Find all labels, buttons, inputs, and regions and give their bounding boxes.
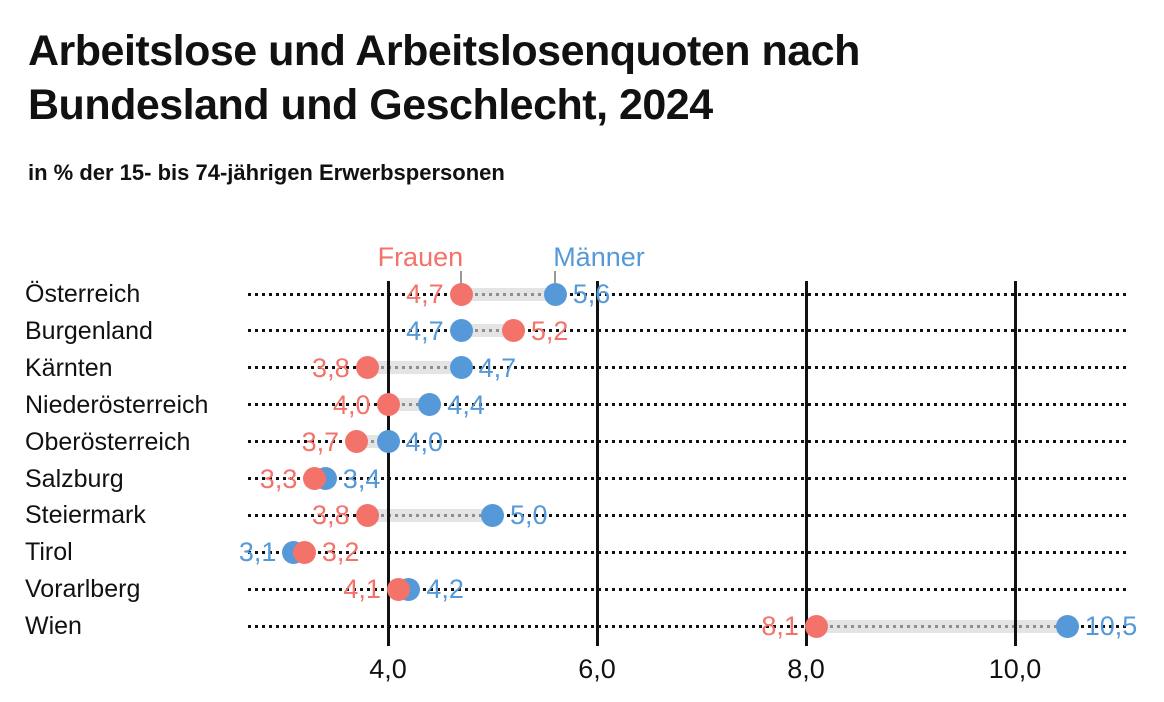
value-label-high: 4,7	[478, 352, 517, 383]
category-label: Tirol	[25, 538, 73, 567]
x-gridline	[1013, 281, 1017, 646]
frauen-dot	[449, 282, 473, 306]
row-leader-line	[248, 587, 1130, 591]
frauen-dot	[345, 430, 369, 454]
x-tick-label: 4,0	[369, 654, 407, 684]
row-leader-line	[248, 513, 1130, 517]
connector-band-dots	[356, 440, 388, 444]
value-label-high: 10,5	[1084, 611, 1138, 642]
connector-band-dots	[367, 366, 462, 370]
value-label-high: 4,0	[405, 426, 444, 457]
legend-maenner-label: Männer	[553, 242, 645, 272]
value-label-low: 4,0	[332, 389, 371, 420]
frauen-dot	[303, 467, 327, 490]
frauen-dot	[804, 614, 828, 638]
value-label-low: 8,1	[761, 611, 799, 642]
value-label-high: 3,2	[321, 537, 360, 568]
category-label: Burgenland	[25, 316, 153, 345]
connector-band	[367, 361, 462, 375]
connector-band-dots	[816, 624, 1068, 628]
category-label: Salzburg	[25, 464, 124, 493]
row-leader-line	[248, 624, 1130, 628]
connector-band	[367, 508, 493, 522]
connector-band	[461, 287, 556, 301]
value-label-high: 4,4	[447, 389, 485, 420]
row-leader-line	[248, 440, 1130, 444]
value-label-low: 4,1	[343, 574, 381, 605]
x-tick-label: 6,0	[578, 654, 616, 684]
frauen-dot	[376, 393, 400, 417]
category-label: Vorarlberg	[25, 575, 141, 604]
maenner-dot	[449, 356, 473, 380]
value-label-low: 3,8	[312, 500, 350, 531]
category-label: Steiermark	[25, 501, 146, 530]
x-tick-label: 10,0	[988, 654, 1042, 684]
row-leader-line	[248, 329, 1130, 333]
value-label-high: 3,4	[342, 463, 381, 494]
chart-title-line2: Bundesland und Geschlecht, 2024	[28, 81, 713, 130]
row-leader-line	[248, 477, 1130, 480]
connector-band-dots	[367, 513, 493, 517]
category-label: Kärnten	[25, 353, 113, 382]
frauen-dot	[501, 319, 525, 343]
legend-frauen-label: Frauen	[377, 242, 464, 272]
x-gridline	[386, 281, 390, 646]
legend-frauen-tick	[460, 271, 463, 284]
maenner-dot	[376, 430, 400, 454]
category-label: Oberösterreich	[25, 427, 191, 456]
x-gridline	[595, 281, 599, 646]
row-leader-line	[248, 550, 1130, 554]
chart-title: Arbeitslose und Arbeitslosenquoten nach …	[28, 24, 860, 132]
frauen-dot	[355, 356, 379, 380]
value-label-low: 3,3	[259, 463, 298, 494]
row-leader-line	[248, 366, 1130, 370]
chart-title-line1: Arbeitslose und Arbeitslosenquoten nach	[28, 27, 860, 75]
category-label: Niederösterreich	[25, 390, 209, 419]
connector-band	[461, 324, 514, 338]
legend-maenner-tick	[554, 271, 557, 284]
value-label-low: 4,7	[406, 279, 444, 309]
value-label-high: 4,2	[426, 574, 464, 605]
connector-band-dots	[461, 329, 514, 333]
row-leader-line	[248, 403, 1130, 407]
row-leader-line	[248, 292, 1130, 296]
value-label-high: 5,6	[572, 279, 611, 309]
maenner-dot	[449, 319, 473, 343]
value-label-high: 5,0	[510, 500, 548, 531]
value-label-low: 3,8	[312, 352, 350, 383]
x-tick-label: 8,0	[787, 654, 825, 684]
frauen-dot	[355, 503, 379, 527]
maenner-dot	[1055, 614, 1079, 638]
connector-band-dots	[461, 292, 556, 296]
category-label: Wien	[25, 612, 82, 641]
value-label-low: 3,7	[301, 426, 340, 457]
value-label-high: 5,2	[530, 315, 569, 346]
x-gridline	[804, 281, 808, 646]
frauen-dot	[386, 577, 410, 601]
value-label-low: 3,1	[238, 537, 277, 568]
maenner-dot	[543, 282, 567, 306]
value-label-low: 4,7	[406, 315, 444, 346]
chart-subtitle: in % der 15- bis 74-jährigen Erwerbspers…	[28, 160, 505, 185]
maenner-dot	[418, 393, 442, 417]
connector-band	[816, 619, 1068, 633]
frauen-dot	[292, 540, 316, 564]
maenner-dot	[481, 503, 504, 527]
connector-band-dots	[388, 403, 430, 407]
category-label: Österreich	[25, 280, 141, 308]
